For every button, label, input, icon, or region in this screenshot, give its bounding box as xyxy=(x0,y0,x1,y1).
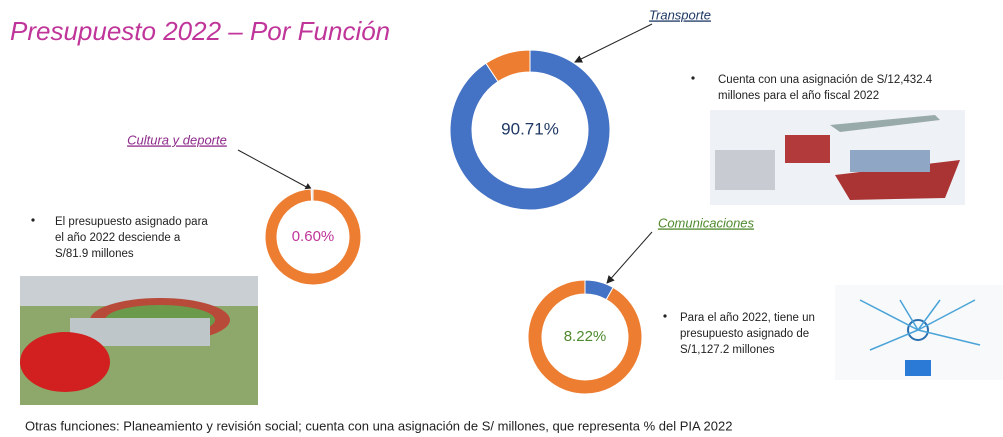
arrow xyxy=(607,232,652,283)
donut-label: 90.71% xyxy=(501,119,559,138)
bullet xyxy=(663,314,666,317)
footer: Otras funciones: Planeamiento y revisión… xyxy=(25,418,732,433)
annotation: S/1,127.2 millones xyxy=(680,344,775,356)
annotation: millones para el año fiscal 2022 xyxy=(718,90,879,102)
communications-image xyxy=(835,285,1003,380)
annotation: Cuenta con una asignación de S/12,432.4 xyxy=(718,74,933,86)
annotation: Para el año 2022, tiene un xyxy=(680,312,815,324)
transport-image xyxy=(710,110,965,205)
annotation: S/81.9 millones xyxy=(55,248,134,260)
bullet xyxy=(31,218,34,221)
chart-title: Transporte xyxy=(649,7,711,22)
donut-label: 8.22% xyxy=(564,328,607,345)
annotation: el año 2022 desciende a xyxy=(55,232,181,244)
stadium-image xyxy=(20,276,258,405)
slide-title: Presupuesto 2022 – Por Función xyxy=(10,16,390,46)
slide: Presupuesto 2022 – Por Función Otras fun… xyxy=(0,0,1003,437)
arrow xyxy=(575,24,652,62)
donut-label: 0.60% xyxy=(292,228,335,245)
annotation: presupuesto asignado de xyxy=(680,328,809,340)
arrow xyxy=(238,150,312,190)
bullet xyxy=(691,76,694,79)
chart-title: Cultura y deporte xyxy=(127,132,227,147)
chart-title: Comunicaciones xyxy=(658,215,755,230)
donut-segment xyxy=(311,189,313,201)
annotation: El presupuesto asignado para xyxy=(55,216,208,228)
